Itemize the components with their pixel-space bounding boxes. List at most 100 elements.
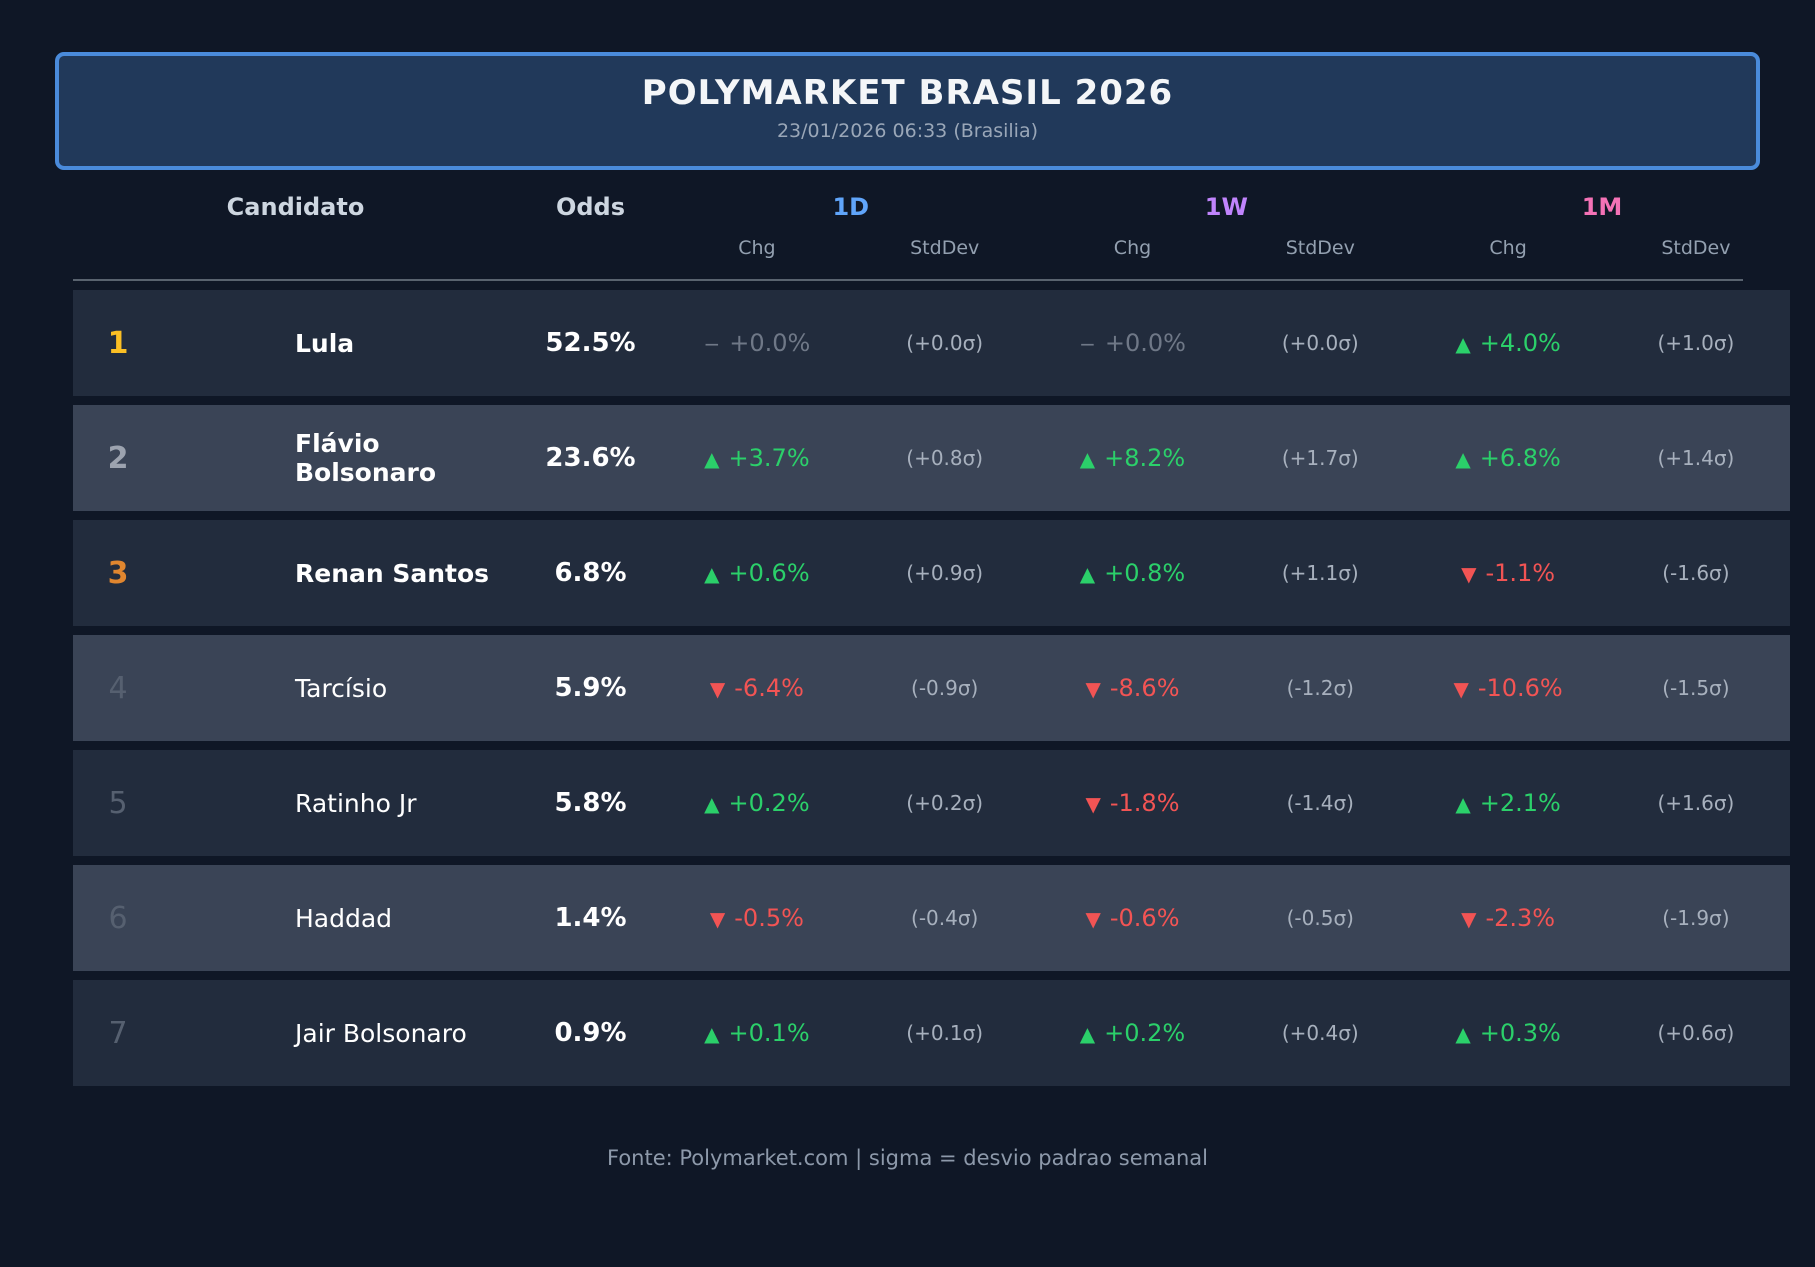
trend-arrow-icon: ▲: [1079, 447, 1096, 471]
table-row: 1 Lula 52.5% − +0.0% (+0.0σ) − +0.0% (+0.0…: [73, 290, 1790, 396]
chg-1m-value: +0.3%: [1479, 1019, 1561, 1047]
trend-arrow-icon: ▼: [1461, 562, 1477, 586]
candidate-name: Renan Santos: [295, 558, 490, 588]
trend-arrow-icon: −: [703, 332, 721, 356]
candidate-name: Tarcísio: [295, 673, 388, 703]
subheader-1m-chg: Chg: [1489, 237, 1527, 259]
stddev-1m-value: (-1.6σ): [1662, 561, 1730, 585]
odds-value: 23.6%: [545, 443, 636, 473]
odds-value: 6.8%: [554, 558, 627, 588]
subheader-1d-chg: Chg: [738, 237, 776, 259]
rank-badge: 5: [108, 785, 128, 821]
chg-1m-value: -2.3%: [1485, 904, 1556, 932]
subheader-1w-chg: Chg: [1113, 237, 1152, 259]
stddev-1m-value: (-1.5σ): [1662, 676, 1730, 700]
chg-1m-value: -10.6%: [1477, 674, 1563, 702]
candidate-name: Flávio Bolsonaro: [295, 429, 437, 487]
candidate-name: Lula: [295, 328, 355, 358]
page-title: POLYMARKET BRASIL 2026: [641, 73, 1174, 113]
rank-badge: 1: [107, 325, 129, 361]
odds-table: Candidato Odds 1D 1W 1M Chg StdDev Chg S…: [73, 184, 1790, 1086]
table-header-groups: Candidato Odds 1D 1W 1M: [73, 184, 1790, 230]
trend-arrow-icon: ▼: [1085, 792, 1101, 816]
chg-1w: ▼ -1.8%: [1039, 789, 1227, 817]
rank-badge: 4: [108, 670, 128, 706]
stddev-1m-value: (-1.9σ): [1662, 906, 1730, 930]
chg-1d: ▼ -6.4%: [663, 674, 851, 702]
chg-1d: ▲ +0.6%: [663, 559, 851, 587]
stddev-1m-value: (+1.6σ): [1657, 791, 1735, 815]
chg-1m: ▼ -2.3%: [1414, 904, 1602, 932]
chg-1w: ▼ -0.6%: [1039, 904, 1227, 932]
chg-1d-value: +3.7%: [728, 444, 810, 472]
table-body: 1 Lula 52.5% − +0.0% (+0.0σ) − +0.0% (+0.0…: [73, 290, 1790, 1086]
subheader-1m-stddev: StdDev: [1661, 237, 1731, 259]
chg-1w: ▲ +0.8%: [1039, 559, 1227, 587]
chg-1m-value: +6.8%: [1479, 444, 1561, 472]
header-panel: POLYMARKET BRASIL 2026 23/01/2026 06:33 …: [55, 52, 1760, 170]
trend-arrow-icon: ▲: [704, 447, 720, 471]
stddev-1w-value: (+1.7σ): [1281, 446, 1359, 470]
chg-1d-value: -0.5%: [734, 904, 804, 932]
table-row: 4 Tarcísio 5.9% ▼ -6.4% (-0.9σ) ▼ -8.6% (-…: [73, 635, 1790, 741]
candidate-name: Haddad: [295, 903, 393, 933]
stddev-1d-value: (+0.2σ): [906, 791, 984, 815]
table-row: 5 Ratinho Jr 5.8% ▲ +0.2% (+0.2σ) ▼ -1.8% …: [73, 750, 1790, 856]
column-header-odds: Odds: [555, 193, 626, 221]
chg-1m: ▲ +2.1%: [1414, 789, 1602, 817]
odds-value: 1.4%: [554, 903, 627, 933]
odds-value: 0.9%: [554, 1018, 627, 1048]
odds-value: 5.8%: [554, 788, 627, 818]
trend-arrow-icon: ▲: [1079, 1022, 1096, 1046]
stddev-1d-value: (+0.8σ): [906, 446, 984, 470]
candidate-name: Jair Bolsonaro: [295, 1018, 467, 1048]
stddev-1m-value: (+1.0σ): [1657, 331, 1735, 355]
stddev-1w-value: (+0.0σ): [1281, 331, 1359, 355]
table-row: 7 Jair Bolsonaro 0.9% ▲ +0.1% (+0.1σ) ▲ +0…: [73, 980, 1790, 1086]
chg-1d-value: +0.1%: [728, 1019, 810, 1047]
trend-arrow-icon: ▲: [704, 1022, 720, 1046]
trend-arrow-icon: ▲: [1455, 792, 1471, 816]
chg-1w-value: -0.6%: [1109, 904, 1180, 932]
stddev-1d-value: (+0.9σ): [906, 561, 984, 585]
chg-1w-value: -1.8%: [1109, 789, 1180, 817]
subheader-1w-stddev: StdDev: [1285, 237, 1355, 259]
source-note: Fonte: Polymarket.com | sigma = desvio p…: [606, 1146, 1208, 1170]
chg-1d: ▲ +3.7%: [663, 444, 851, 472]
chg-1d: ▼ -0.5%: [663, 904, 851, 932]
rank-badge: 7: [108, 1015, 128, 1051]
chg-1m: ▼ -10.6%: [1414, 674, 1602, 702]
stddev-1w-value: (+0.4σ): [1281, 1021, 1359, 1045]
chg-1w-value: +0.0%: [1104, 329, 1186, 357]
chg-1w-value: +0.8%: [1104, 559, 1186, 587]
chg-1m: ▼ -1.1%: [1414, 559, 1602, 587]
chg-1d-value: +0.2%: [728, 789, 810, 817]
table-row: 2 Flávio Bolsonaro 23.6% ▲ +3.7% (+0.8σ) …: [73, 405, 1790, 511]
stddev-1d-value: (+0.0σ): [906, 331, 984, 355]
column-group-1d: 1D: [832, 193, 870, 221]
chg-1w: ▲ +8.2%: [1039, 444, 1227, 472]
chg-1d: ▲ +0.1%: [663, 1019, 851, 1047]
stddev-1d-value: (-0.4σ): [911, 906, 979, 930]
rank-badge: 6: [108, 900, 128, 936]
rank-badge: 3: [107, 555, 129, 591]
chg-1d-value: +0.0%: [729, 329, 811, 357]
trend-arrow-icon: ▼: [709, 677, 726, 701]
chg-1m: ▲ +4.0%: [1414, 329, 1602, 357]
chg-1w: ▼ -8.6%: [1039, 674, 1227, 702]
table-row: 3 Renan Santos 6.8% ▲ +0.6% (+0.9σ) ▲ +0.8…: [73, 520, 1790, 626]
chg-1m-value: +4.0%: [1479, 329, 1561, 357]
column-header-candidato: Candidato: [226, 193, 365, 221]
stddev-1m-value: (+1.4σ): [1657, 446, 1735, 470]
header-timestamp: 23/01/2026 06:33 (Brasilia): [776, 120, 1039, 142]
chg-1w: ▲ +0.2%: [1039, 1019, 1227, 1047]
chg-1w-value: +0.2%: [1104, 1019, 1186, 1047]
chg-1m-value: +2.1%: [1479, 789, 1561, 817]
trend-arrow-icon: ▼: [1085, 677, 1101, 701]
trend-arrow-icon: −: [1079, 332, 1096, 356]
odds-value: 5.9%: [554, 673, 627, 703]
table-row: 6 Haddad 1.4% ▼ -0.5% (-0.4σ) ▼ -0.6% (-0.…: [73, 865, 1790, 971]
chg-1w-value: -8.6%: [1109, 674, 1180, 702]
chg-1w-value: +8.2%: [1104, 444, 1186, 472]
chg-1d: − +0.0%: [663, 329, 851, 357]
